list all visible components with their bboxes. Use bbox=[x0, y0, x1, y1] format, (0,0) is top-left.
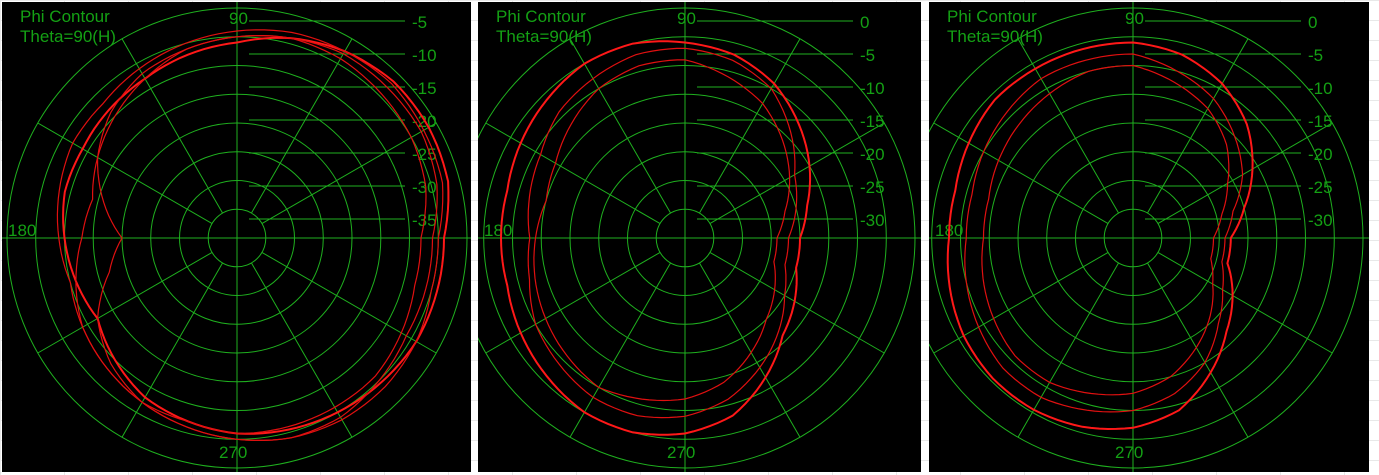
series-trace bbox=[981, 64, 1230, 396]
radial-tick-label: -25 bbox=[860, 178, 885, 197]
series-trace bbox=[75, 34, 427, 435]
polar-chart-1: -5 -10 -15 -20 -25 -30 -35 90 180 270 Phi Contour… bbox=[2, 2, 471, 472]
radial-tick-label: 0 bbox=[860, 13, 869, 32]
grid-spoke bbox=[1017, 38, 1120, 214]
grid-spoke bbox=[569, 38, 672, 214]
radial-tick-label: -25 bbox=[1308, 178, 1333, 197]
grid-spoke bbox=[121, 262, 224, 438]
chart-title: Phi Contour bbox=[496, 7, 586, 26]
series-trace bbox=[964, 53, 1244, 413]
grid-spoke bbox=[698, 262, 801, 438]
radial-tick-label: -5 bbox=[412, 13, 427, 32]
radial-tick-label: -15 bbox=[860, 112, 885, 131]
polar-plot-2: 0 -5 -10 -15 -20 -25 -30 90 180 270 bbox=[478, 2, 921, 472]
chart-title: Phi Contour bbox=[20, 7, 110, 26]
radial-tick-label: -30 bbox=[1308, 211, 1333, 230]
radial-tick-label: -10 bbox=[412, 46, 437, 65]
angle-label-270: 270 bbox=[1115, 443, 1143, 462]
grid-spoke bbox=[1146, 262, 1249, 438]
angle-label-180: 180 bbox=[8, 221, 36, 240]
radial-tick-label: -20 bbox=[860, 145, 885, 164]
series-trace bbox=[96, 34, 438, 441]
radial-tick-label: -15 bbox=[1308, 112, 1333, 131]
angle-label-180: 180 bbox=[484, 221, 512, 240]
grid-spoke bbox=[1146, 38, 1249, 214]
grid-spoke bbox=[1017, 262, 1120, 438]
radial-tick-label: -30 bbox=[412, 178, 437, 197]
chart-subtitle: Theta=90(H) bbox=[496, 27, 592, 46]
radial-tick-label: -30 bbox=[860, 211, 885, 230]
angle-label-270: 270 bbox=[219, 443, 247, 462]
grid-spoke bbox=[261, 251, 437, 354]
grid-spoke bbox=[709, 251, 885, 354]
polar-chart-2: 0 -5 -10 -15 -20 -25 -30 90 180 270 Phi Contour T… bbox=[478, 2, 921, 472]
radial-tick-label: 0 bbox=[1308, 13, 1317, 32]
grid-spoke bbox=[37, 122, 213, 225]
grid-spoke bbox=[261, 122, 437, 225]
series-trace bbox=[499, 40, 812, 436]
grid-spoke bbox=[37, 251, 213, 354]
grid-spoke bbox=[698, 38, 801, 214]
radial-tick-label: -5 bbox=[860, 46, 875, 65]
series-trace bbox=[533, 59, 791, 402]
chart-title: Phi Contour bbox=[947, 7, 1037, 26]
polar-chart-3: 0 -5 -10 -15 -20 -25 -30 90 180 270 Phi Contour T… bbox=[929, 2, 1369, 472]
angle-label-90: 90 bbox=[1125, 9, 1144, 28]
grid-spoke bbox=[1157, 122, 1333, 225]
grid-spoke bbox=[250, 262, 353, 438]
grid-spoke bbox=[485, 122, 661, 225]
series-trace bbox=[56, 29, 444, 441]
radial-tick-label: -5 bbox=[1308, 46, 1323, 65]
radial-tick-label: -10 bbox=[1308, 79, 1333, 98]
grid-spoke bbox=[709, 122, 885, 225]
radial-tick-label: -10 bbox=[860, 79, 885, 98]
grid-spoke bbox=[933, 122, 1109, 225]
grid-spoke bbox=[250, 38, 353, 214]
radial-tick-label: -20 bbox=[1308, 145, 1333, 164]
grid-spoke bbox=[569, 262, 672, 438]
radial-tick-label: -15 bbox=[412, 79, 437, 98]
grid-spoke bbox=[121, 38, 224, 214]
grid-spoke bbox=[1157, 251, 1333, 354]
radial-tick-label: -25 bbox=[412, 145, 437, 164]
series-trace bbox=[946, 41, 1254, 431]
grid-spoke bbox=[933, 251, 1109, 354]
chart-subtitle: Theta=90(H) bbox=[947, 27, 1043, 46]
series-trace bbox=[527, 47, 798, 419]
angle-label-90: 90 bbox=[229, 9, 248, 28]
angle-label-270: 270 bbox=[667, 443, 695, 462]
grid-spoke bbox=[485, 251, 661, 354]
angle-label-90: 90 bbox=[677, 9, 696, 28]
chart-subtitle: Theta=90(H) bbox=[20, 27, 116, 46]
